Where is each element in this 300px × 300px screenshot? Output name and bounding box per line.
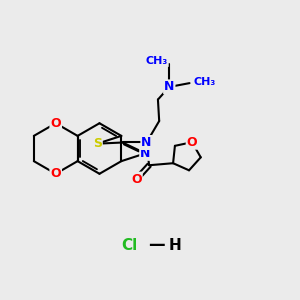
Text: CH₃: CH₃ (146, 56, 168, 66)
Text: O: O (187, 136, 197, 149)
Text: S: S (93, 137, 102, 150)
Text: O: O (50, 117, 61, 130)
Text: H: H (169, 238, 182, 253)
Text: Cl: Cl (121, 238, 137, 253)
Text: N: N (141, 136, 152, 149)
Text: —: — (148, 236, 164, 254)
Text: CH₃: CH₃ (194, 76, 216, 87)
Text: O: O (131, 172, 142, 186)
Text: N: N (140, 147, 151, 160)
Text: N: N (164, 80, 175, 93)
Text: O: O (50, 167, 61, 180)
